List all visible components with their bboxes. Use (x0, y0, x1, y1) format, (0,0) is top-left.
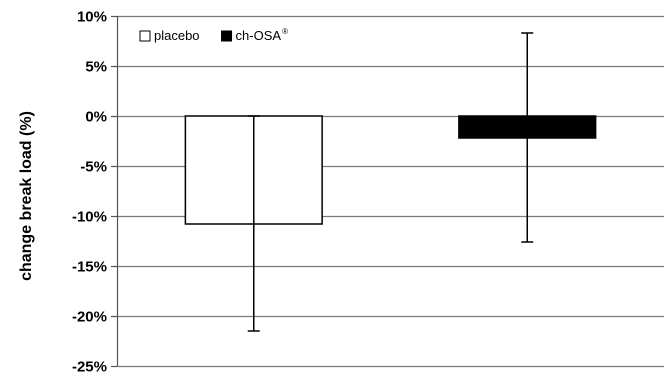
y-tick-label: -10% (72, 209, 107, 226)
y-tick-label: 0% (85, 109, 107, 126)
legend-label: placebo (154, 28, 200, 43)
y-axis-title: change break load (%) (18, 111, 35, 281)
legend-superscript: ® (282, 27, 288, 36)
bars (184, 32, 597, 332)
y-tick-label: 10% (77, 9, 107, 26)
y-tick-label: -20% (72, 309, 107, 326)
legend-item-ch-OSA: ch-OSA ® (221, 27, 288, 43)
y-tick-label: -5% (80, 159, 107, 176)
y-tick-label: 5% (85, 59, 107, 76)
y-tick-label: -15% (72, 259, 107, 276)
y-tick-label: -25% (72, 359, 107, 376)
legend-swatch (221, 30, 233, 42)
legend-swatch (139, 30, 151, 42)
y-axis: 10% 5% 0% -5% -10% -15% -20% -25% (72, 9, 119, 376)
legend: placebo ch-OSA ® (139, 27, 288, 43)
legend-item-placebo: placebo (139, 28, 200, 43)
legend-label: ch-OSA (236, 28, 282, 43)
